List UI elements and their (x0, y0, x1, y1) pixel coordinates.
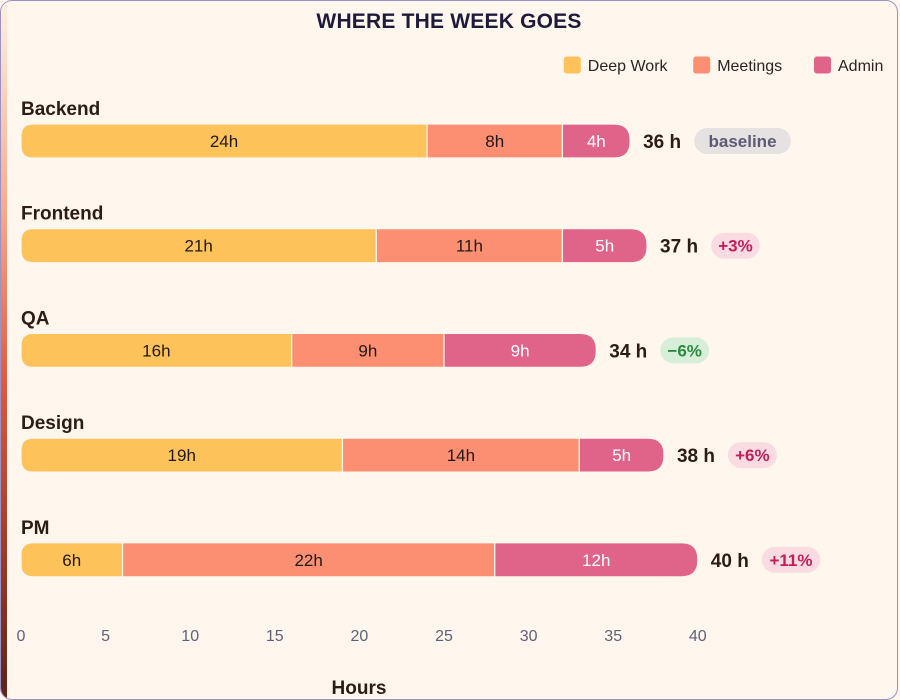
bar-label-4-2: 12h (582, 551, 610, 570)
category-label-1: Frontend (21, 204, 103, 225)
x-tick-label-0: 0 (17, 628, 26, 645)
bar-total-0: 36 h (643, 132, 681, 153)
x-tick-label-4: 20 (351, 628, 369, 645)
bar-label-2-2: 9h (511, 341, 530, 360)
bar-label-3-1: 14h (447, 446, 475, 465)
bar-label-1-0: 21h (184, 237, 212, 256)
legend-label-1: Meetings (717, 58, 782, 75)
x-tick-label-1: 5 (101, 628, 110, 645)
bar-total-1: 37 h (660, 237, 698, 258)
change-badge-label-3: +6% (735, 446, 770, 465)
change-badge-label-1: +3% (718, 237, 753, 256)
bar-label-1-2: 5h (595, 237, 614, 256)
x-tick-label-2: 10 (181, 628, 199, 645)
bar-total-4: 40 h (711, 551, 749, 572)
bar-label-3-0: 19h (168, 446, 196, 465)
legend-swatch-2 (814, 57, 831, 74)
bar-label-4-1: 22h (294, 551, 322, 570)
category-label-0: Backend (21, 99, 100, 120)
x-tick-label-3: 15 (266, 628, 284, 645)
category-label-4: PM (21, 518, 50, 539)
bar-total-3: 38 h (677, 446, 715, 467)
x-tick-label-7: 35 (604, 628, 622, 645)
bar-label-0-0: 24h (210, 132, 238, 151)
bar-total-2: 34 h (609, 341, 647, 362)
category-label-3: Design (21, 413, 84, 434)
bar-label-1-1: 11h (456, 237, 483, 256)
bar-label-0-1: 8h (485, 132, 504, 151)
bar-label-0-2: 4h (587, 132, 606, 151)
category-label-2: QA (21, 308, 50, 329)
change-badge-label-4: +11% (769, 551, 812, 570)
x-tick-label-6: 30 (520, 628, 538, 645)
bar-label-2-0: 16h (142, 341, 170, 360)
legend-label-2: Admin (838, 58, 883, 75)
x-tick-label-8: 40 (689, 628, 707, 645)
bar-label-4-0: 6h (62, 551, 81, 570)
change-badge-label-0: baseline (708, 132, 776, 151)
x-axis-label: Hours (332, 678, 387, 699)
x-tick-label-5: 25 (435, 628, 453, 645)
bar-label-3-2: 5h (612, 446, 631, 465)
change-badge-label-2: −6% (667, 341, 702, 360)
legend-swatch-0 (564, 57, 581, 74)
legend-swatch-1 (693, 57, 710, 74)
bar-label-2-1: 9h (358, 341, 377, 360)
legend-label-0: Deep Work (588, 58, 669, 75)
